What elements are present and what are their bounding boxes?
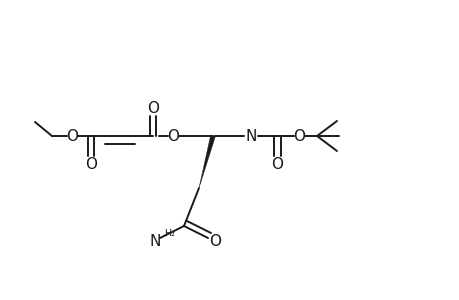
Text: O: O bbox=[167, 128, 179, 143]
Text: N: N bbox=[149, 235, 160, 250]
Text: O: O bbox=[147, 100, 159, 116]
Text: O: O bbox=[208, 235, 220, 250]
Text: O: O bbox=[292, 128, 304, 143]
Text: O: O bbox=[270, 157, 282, 172]
Text: H₂: H₂ bbox=[164, 230, 174, 238]
Text: N: N bbox=[245, 128, 256, 143]
Text: O: O bbox=[66, 128, 78, 143]
Polygon shape bbox=[199, 136, 215, 188]
Text: O: O bbox=[85, 157, 97, 172]
